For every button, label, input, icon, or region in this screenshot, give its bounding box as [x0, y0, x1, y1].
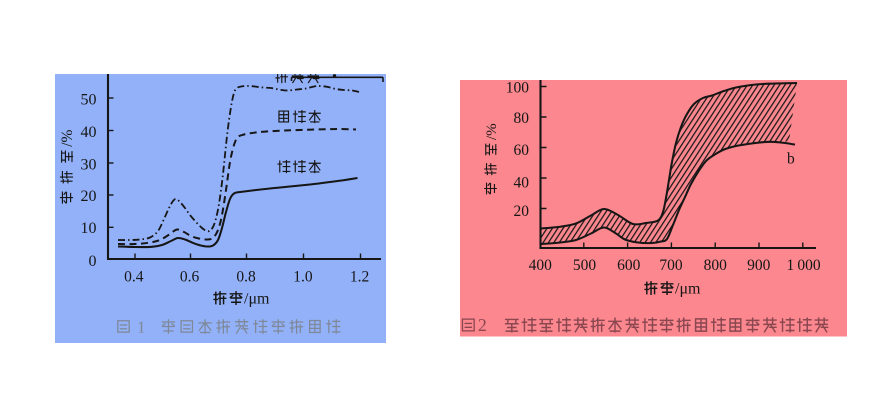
svg-text:400: 400: [529, 257, 553, 274]
svg-text:20: 20: [514, 203, 530, 220]
svg-text:1.0: 1.0: [293, 269, 313, 286]
svg-text:800: 800: [704, 257, 728, 274]
svg-text:1 000: 1 000: [787, 257, 821, 274]
svg-text:1.2: 1.2: [350, 269, 369, 286]
svg-text:80: 80: [514, 110, 530, 127]
svg-text:40: 40: [514, 175, 530, 192]
svg-text:700: 700: [659, 257, 683, 274]
svg-text:0.8: 0.8: [236, 269, 256, 286]
svg-text:50: 50: [81, 92, 97, 109]
svg-text:30: 30: [81, 157, 97, 174]
svg-text:100: 100: [506, 79, 530, 96]
svg-text:/%: /%: [59, 129, 76, 146]
svg-text:10: 10: [81, 220, 97, 237]
svg-text:b: b: [787, 151, 795, 168]
svg-text:60: 60: [514, 142, 530, 159]
svg-text:0.4: 0.4: [124, 269, 144, 286]
svg-text:/μm: /μm: [675, 281, 701, 298]
svg-text:0.6: 0.6: [180, 269, 200, 286]
svg-text:900: 900: [747, 257, 771, 274]
svg-text:500: 500: [573, 257, 597, 274]
svg-text:/%: /%: [484, 123, 500, 140]
svg-text:2: 2: [478, 315, 487, 335]
svg-text:0: 0: [89, 253, 97, 270]
svg-text:40: 40: [81, 124, 97, 141]
svg-text:1: 1: [137, 318, 146, 337]
svg-text:600: 600: [617, 257, 641, 274]
svg-text:/μm: /μm: [244, 291, 270, 308]
svg-text:20: 20: [81, 188, 97, 205]
